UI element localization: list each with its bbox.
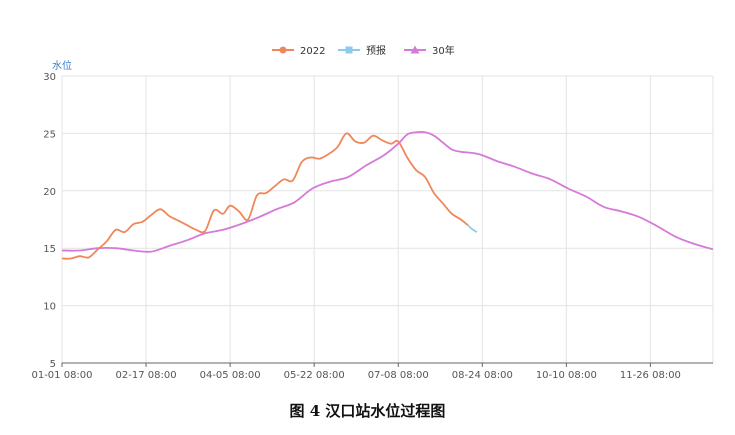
legend-item-1[interactable]: 预报	[338, 44, 386, 57]
figure-caption: 图 4 汉口站水位过程图	[289, 402, 446, 420]
series-lines	[61, 131, 714, 260]
legend-label: 2022	[300, 46, 325, 57]
x-tick-label: 07-08 08:00	[368, 370, 429, 381]
y-tick-label: 30	[43, 72, 56, 83]
y-axis-ticks: 5 10 15 20 25 30	[43, 72, 56, 370]
legend-label: 预报	[366, 44, 386, 57]
chart-legend[interactable]: 2022 预报 30年	[272, 44, 455, 57]
x-tick-label: 04-05 08:00	[200, 370, 261, 381]
chart-grid	[61, 75, 714, 364]
y-axis-label: 水位	[52, 59, 72, 72]
y-tick-label: 25	[43, 129, 56, 140]
series-line-1[interactable]	[467, 224, 478, 233]
legend-item-0[interactable]: 2022	[272, 46, 325, 57]
water-level-chart: 2022 预报 30年 水位 5 10 15 20 25 30 01-01 08:00 02-1…	[31, 44, 714, 381]
y-tick-label: 15	[43, 244, 56, 255]
x-tick-label: 11-26 08:00	[620, 370, 681, 381]
legend-item-2[interactable]: 30年	[404, 44, 455, 57]
x-tick-label: 10-10 08:00	[536, 370, 597, 381]
x-tick-label: 01-01 08:00	[31, 370, 92, 381]
y-tick-label: 10	[43, 302, 56, 313]
x-tick-label: 08-24 08:00	[452, 370, 513, 381]
legend-label: 30年	[432, 44, 455, 57]
series-line-0[interactable]	[61, 132, 469, 260]
x-tick-label: 02-17 08:00	[116, 370, 177, 381]
legend-marker-circle	[279, 46, 287, 54]
x-axis-ticks: 01-01 08:00 02-17 08:00 04-05 08:00 05-22 0…	[31, 363, 681, 381]
legend-marker-triangle	[410, 45, 420, 54]
x-tick-label: 05-22 08:00	[284, 370, 345, 381]
legend-marker-square	[345, 46, 353, 54]
y-tick-label: 20	[43, 187, 56, 198]
y-tick-label: 5	[50, 359, 56, 370]
series-line-2[interactable]	[61, 131, 714, 253]
